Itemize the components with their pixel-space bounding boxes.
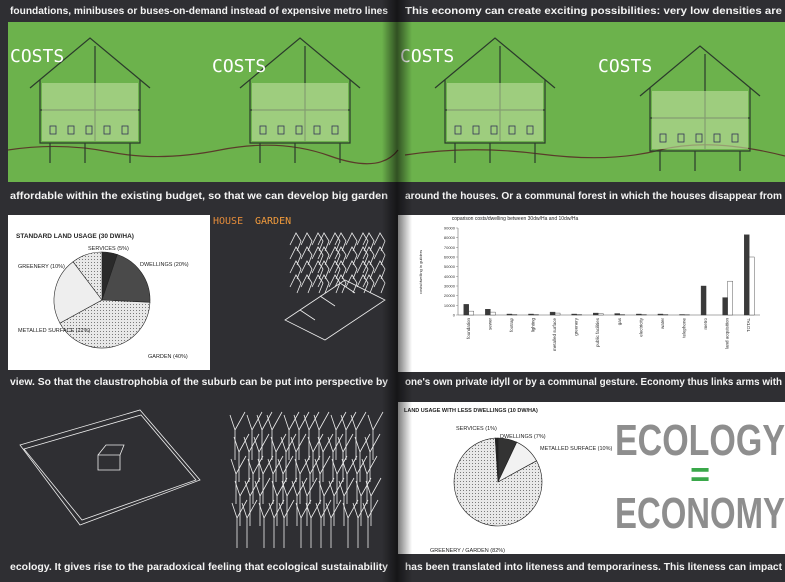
- pie-label: METALLED SURFACE (22%): [18, 328, 91, 334]
- bar: [636, 314, 641, 315]
- house-fill: [42, 83, 138, 141]
- pie-title: LAND USAGE WITH LESS DWELLINGS (10 DW/HA…: [404, 408, 538, 414]
- bar: [485, 309, 490, 315]
- x-tick-label: metro: [703, 318, 708, 330]
- costs-label: COSTS: [212, 56, 266, 77]
- x-tick-label: water: [660, 318, 665, 330]
- bar: [749, 257, 754, 315]
- body-text: one's own private idyll or by a communal…: [405, 376, 782, 388]
- bar: [490, 312, 495, 315]
- chart-title: coparison costs/dwelling between 30dw/Ha…: [452, 216, 579, 222]
- y-tick-label: 70000: [444, 245, 456, 250]
- pie-label: GREENERY / GARDEN (82%): [430, 548, 505, 554]
- y-tick-label: 80000: [444, 235, 456, 240]
- pie-label: GARDEN (40%): [148, 354, 188, 360]
- pie-label: SERVICES (5%): [88, 246, 129, 252]
- body-text: view. So that the claustrophobia of the …: [10, 376, 388, 388]
- panel-heading: GARDEN: [255, 216, 291, 227]
- y-tick-label: 60000: [444, 255, 456, 260]
- x-tick-label: land acquisition: [725, 318, 730, 350]
- y-tick-label: 10000: [444, 303, 456, 308]
- book-spread: HOUSE GARDEN STANDARD LAND USAGE (30 DW/…: [0, 0, 785, 582]
- pie-label: DWELLINGS (20%): [140, 262, 189, 268]
- body-text: around the houses. Or a communal forest …: [405, 190, 782, 202]
- bar: [701, 286, 706, 315]
- pie-title: STANDARD LAND USAGE (30 DW/HA): [16, 233, 134, 240]
- x-tick-label: greenery: [574, 317, 579, 336]
- y-tick-label: 90000: [444, 226, 456, 231]
- costs-label: COSTS: [10, 46, 64, 67]
- bar: [658, 314, 663, 315]
- x-tick-label: metalled surface: [552, 318, 557, 352]
- body-text: foundations, minibuses or buses-on-deman…: [10, 5, 388, 17]
- x-tick-label: footrap: [509, 318, 514, 333]
- x-tick-label: gas: [617, 317, 622, 325]
- y-axis-label: costs/dwelling in guilders: [418, 250, 423, 294]
- bar: [723, 298, 728, 315]
- bar: [598, 314, 603, 315]
- x-tick-label: sewer: [487, 318, 492, 331]
- bar: [555, 313, 560, 315]
- panel-heading: HOUSE: [213, 216, 243, 227]
- bar: [593, 313, 598, 315]
- bar: [728, 281, 733, 315]
- x-tick-label: public facilities: [595, 317, 600, 347]
- x-tick-label: electricity: [638, 317, 643, 337]
- x-tick-label: TOTAL: [746, 318, 751, 333]
- bar: [464, 304, 469, 315]
- pie-label: SERVICES (1%): [456, 426, 497, 432]
- pie-label: GREENERY (10%): [18, 264, 65, 270]
- bar: [529, 314, 534, 315]
- y-tick-label: 20000: [444, 293, 456, 298]
- costs-label: COSTS: [598, 56, 652, 77]
- y-tick-label: 40000: [444, 274, 456, 279]
- page-fold: [382, 0, 412, 582]
- bar: [550, 312, 555, 315]
- body-text: has been translated into liteness and te…: [405, 561, 782, 573]
- y-tick-label: 50000: [444, 264, 456, 269]
- body-text: ecology. It gives rise to the paradoxica…: [10, 561, 388, 573]
- y-tick-label: 30000: [444, 284, 456, 289]
- bar: [507, 314, 512, 315]
- bar: [615, 314, 620, 315]
- headline: ECONOMY: [615, 489, 785, 538]
- x-tick-label: foundation: [466, 318, 471, 340]
- x-tick-label: telephone: [682, 318, 687, 338]
- bar: [744, 235, 749, 315]
- pie-label: DWELLINGS (7%): [500, 434, 546, 440]
- body-text: affordable within the existing budget, s…: [10, 190, 388, 202]
- house-fill: [652, 91, 748, 149]
- bar: [572, 314, 577, 315]
- pie-label: METALLED SURFACE (10%): [540, 446, 613, 452]
- bar: [469, 311, 474, 315]
- x-tick-label: lighting: [531, 318, 536, 333]
- body-text: This economy can create exciting possibi…: [405, 5, 782, 17]
